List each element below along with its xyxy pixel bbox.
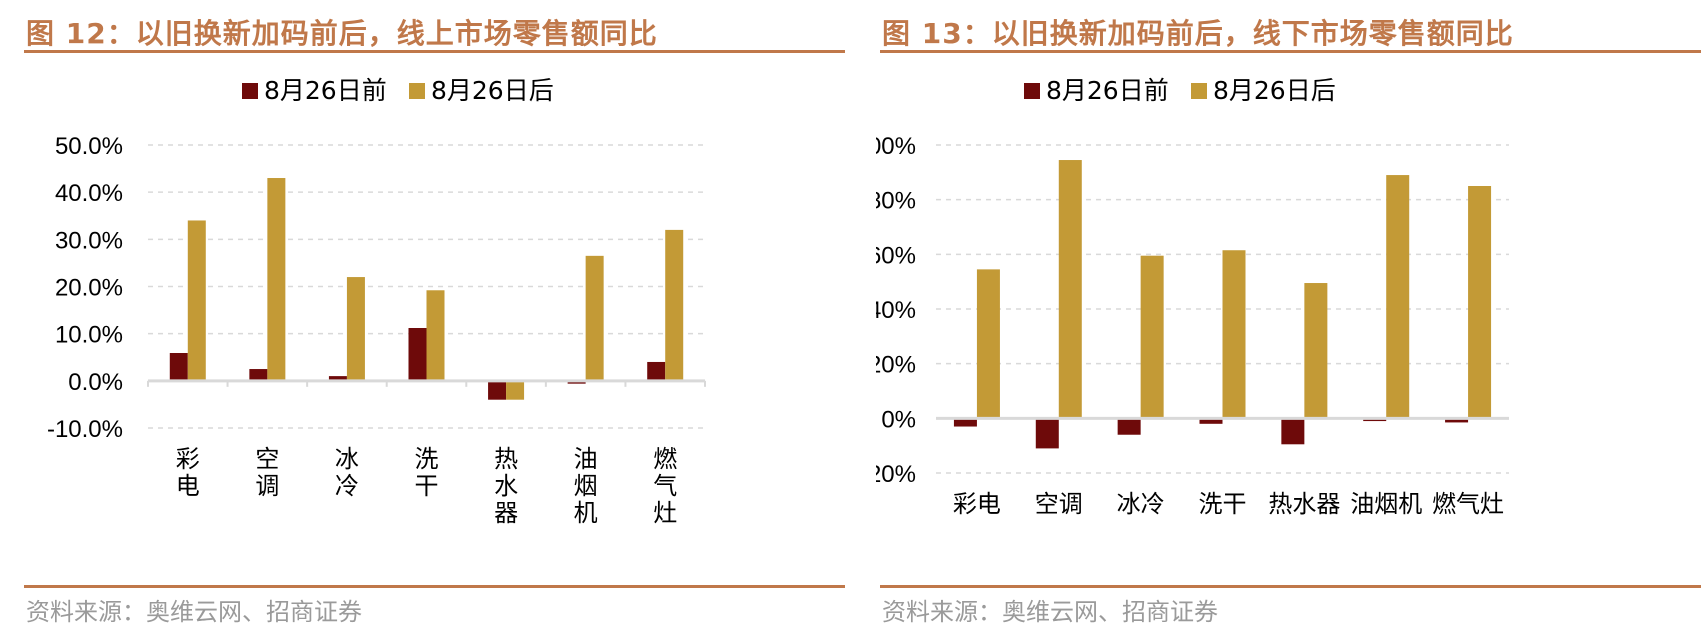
category-label: 燃气灶 <box>1432 490 1504 518</box>
y-tick-label: -20% <box>876 461 916 488</box>
bar-after <box>1222 250 1246 419</box>
bar-before <box>1035 418 1059 449</box>
title-rule <box>24 50 845 53</box>
category-label: 彩电 <box>953 490 1001 518</box>
legend-swatch <box>242 83 258 99</box>
figure-13-title: 图 13：以旧换新加码前后，线下市场零售额同比 <box>882 17 1514 50</box>
title-rule <box>880 50 1701 53</box>
offline-retail-chart: 8月26日前 8月26日后 100% 80% 60% 40% 20% 0% -20% 彩电 空调 冰冷… <box>876 76 1509 518</box>
bar-before <box>249 369 268 381</box>
figure-12-source: 资料来源：奥维云网、招商证券 <box>26 598 362 626</box>
figure-12-title: 图 12：以旧换新加码前后，线上市场零售额同比 <box>26 17 658 50</box>
bar-after <box>976 269 1000 419</box>
category-label: 空调 <box>1035 490 1083 518</box>
y-tick-label: 20.0% <box>55 275 123 302</box>
bar-after <box>585 255 604 381</box>
bar-after <box>1140 255 1164 419</box>
bar-before <box>647 361 666 381</box>
bar-before <box>1281 418 1305 445</box>
y-tick-label: 20% <box>876 352 916 379</box>
bar-before <box>1445 418 1469 423</box>
legend-swatch <box>1191 83 1207 99</box>
figure-13-source: 资料来源：奥维云网、招商证券 <box>882 598 1218 626</box>
bar-after <box>267 178 286 381</box>
y-tick-label: 50.0% <box>55 133 123 160</box>
y-tick-label: 0% <box>881 406 916 433</box>
y-tick-label: 60% <box>876 242 916 269</box>
chart-legend: 8月26日前 8月26日后 <box>242 76 554 105</box>
source-rule <box>24 585 845 588</box>
bar-after <box>1058 160 1082 419</box>
y-tick-label: 10.0% <box>55 322 123 349</box>
legend-swatch <box>1024 83 1040 99</box>
legend-swatch <box>409 83 425 99</box>
bar-after <box>187 220 206 381</box>
category-label: 洗干 <box>1199 490 1247 518</box>
bar-after <box>1304 283 1328 419</box>
source-rule <box>880 585 1701 588</box>
y-tick-label: -10.0% <box>47 416 123 443</box>
bar-after <box>506 380 525 400</box>
bar-after <box>1386 175 1410 419</box>
bar-before <box>169 353 188 381</box>
bar-after <box>1468 186 1492 419</box>
bar-after <box>426 290 445 381</box>
bar-before <box>1199 418 1223 424</box>
figure-12-panel: 图 12：以旧换新加码前后，线上市场零售额同比 8月26日前 8月26日后 50.0… <box>20 0 845 637</box>
category-label: 燃气灶 <box>653 445 677 527</box>
bar-after <box>346 277 365 381</box>
y-tick-label: 40% <box>876 297 916 324</box>
category-label: 热水器 <box>1268 490 1340 518</box>
legend-label: 8月26日前 <box>264 76 387 105</box>
bar-after <box>665 229 684 381</box>
bar-before <box>328 376 347 381</box>
legend-label: 8月26日后 <box>431 76 554 105</box>
category-label: 彩电 <box>176 445 200 500</box>
bar-before <box>488 380 507 400</box>
category-label: 空调 <box>255 445 279 500</box>
y-tick-label: 80% <box>876 188 916 215</box>
y-tick-label: 0.0% <box>68 369 123 396</box>
figure-13-panel: 图 13：以旧换新加码前后，线下市场零售额同比 8月26日前 8月26日后 100%… <box>876 0 1701 637</box>
y-tick-label: 30.0% <box>55 227 123 254</box>
category-label: 冰冷 <box>335 445 359 500</box>
bar-before <box>408 328 427 381</box>
chart-legend: 8月26日前 8月26日后 <box>1024 76 1336 105</box>
category-label: 洗干 <box>415 445 439 500</box>
legend-label: 8月26日后 <box>1213 76 1336 105</box>
y-tick-label: 100% <box>876 133 916 160</box>
online-retail-chart: 8月26日前 8月26日后 50.0% 40.0% 30.0% 20.0% 10.0% 0.0… <box>47 76 706 527</box>
category-label: 油烟机 <box>1350 490 1422 518</box>
bar-before <box>1117 418 1141 435</box>
category-label: 热水器 <box>494 445 518 527</box>
legend-label: 8月26日前 <box>1046 76 1169 105</box>
bar-before <box>953 418 977 427</box>
category-label: 冰冷 <box>1117 490 1165 518</box>
category-label: 油烟机 <box>574 445 598 527</box>
y-tick-label: 40.0% <box>55 180 123 207</box>
